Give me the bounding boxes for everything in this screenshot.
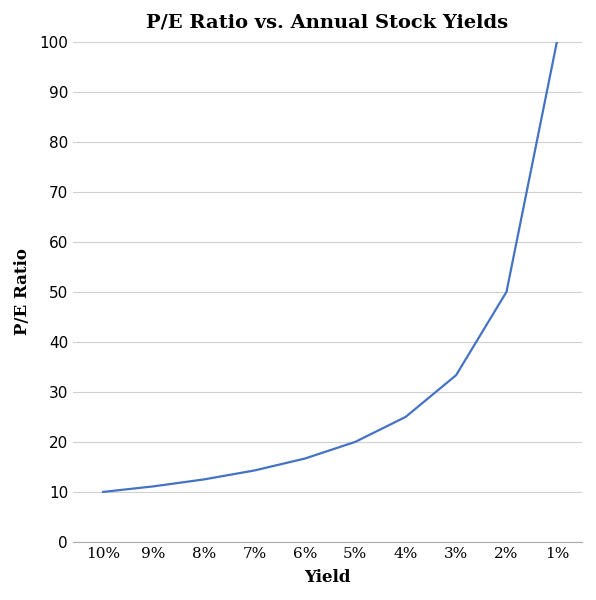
Title: P/E Ratio vs. Annual Stock Yields: P/E Ratio vs. Annual Stock Yields [147,14,508,32]
Y-axis label: P/E Ratio: P/E Ratio [14,248,31,335]
X-axis label: Yield: Yield [305,569,351,586]
